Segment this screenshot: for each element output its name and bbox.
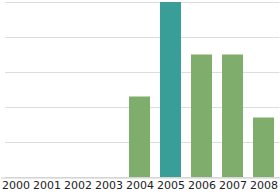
y-axis-line — [1, 3, 2, 178]
bar — [222, 55, 243, 178]
bar — [129, 97, 150, 178]
x-axis: 200020012002200320042005200620072008 — [1, 178, 280, 193]
chart: 200020012002200320042005200620072008 — [0, 0, 280, 195]
x-tick-label: 2001 — [33, 179, 61, 192]
x-tick-label: 2007 — [219, 179, 247, 192]
x-tick-label: 2006 — [188, 179, 216, 192]
bar — [253, 118, 274, 178]
x-tick-label: 2004 — [126, 179, 154, 192]
y-axis — [0, 3, 2, 178]
bar — [191, 55, 212, 178]
x-tick: 2005 — [157, 178, 185, 193]
bar — [160, 2, 181, 177]
x-tick: 2001 — [33, 178, 61, 193]
grid-line — [5, 37, 280, 38]
x-tick: 2004 — [126, 178, 154, 193]
x-tick: 2002 — [64, 178, 92, 193]
x-tick: 2007 — [219, 178, 247, 193]
bars — [129, 2, 274, 177]
x-tick-label: 2005 — [157, 179, 185, 192]
x-tick-label: 2003 — [95, 179, 123, 192]
x-tick-label: 2008 — [250, 179, 278, 192]
x-tick: 2008 — [250, 178, 278, 193]
x-tick-label: 2002 — [64, 179, 92, 192]
x-tick-label: 2000 — [2, 179, 30, 192]
grid — [5, 3, 280, 178]
x-tick: 2006 — [188, 178, 216, 193]
x-tick: 2000 — [2, 178, 30, 193]
grid-line — [5, 2, 280, 3]
x-tick: 2003 — [95, 178, 123, 193]
